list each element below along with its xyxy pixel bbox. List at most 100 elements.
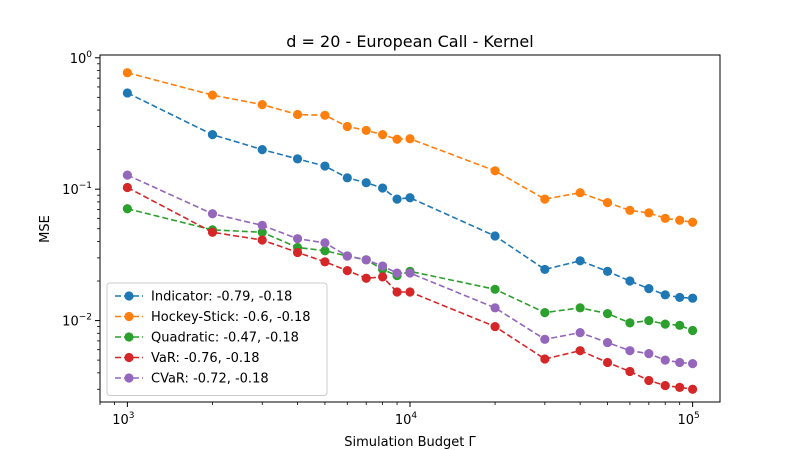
data-point [688, 384, 698, 394]
data-point [660, 380, 670, 391]
data-point [575, 303, 585, 313]
data-point [361, 178, 371, 188]
data-point [342, 173, 352, 183]
y-tick-label: 10−1 [62, 181, 92, 198]
data-point [292, 247, 303, 258]
data-point [292, 234, 303, 244]
data-point [490, 166, 500, 176]
legend-label: Indicator: -0.79, -0.18 [151, 290, 292, 305]
data-point [342, 266, 352, 276]
data-point [688, 217, 698, 227]
data-point [660, 213, 670, 223]
data-point [378, 272, 388, 282]
data-point [292, 154, 303, 164]
data-point [675, 320, 685, 330]
data-point [378, 261, 388, 271]
data-point [540, 334, 550, 344]
data-point [625, 276, 635, 286]
data-point [320, 161, 330, 171]
data-point [625, 205, 635, 215]
data-point [292, 109, 303, 120]
data-point [392, 268, 402, 278]
data-point [405, 134, 415, 144]
data-point [660, 355, 670, 365]
data-point [257, 235, 267, 245]
data-point [361, 125, 371, 136]
data-point [688, 359, 698, 369]
data-point [644, 284, 654, 294]
data-point [392, 287, 402, 297]
data-point [675, 357, 685, 368]
legend-label: VaR: -0.76, -0.18 [151, 351, 260, 366]
data-point [405, 268, 415, 278]
data-point [122, 182, 132, 193]
data-point [378, 183, 388, 193]
y-tick-label: 10−2 [62, 313, 92, 330]
data-point [490, 284, 500, 294]
legend-swatch-marker [124, 311, 134, 322]
data-point [602, 357, 613, 368]
data-point [625, 346, 635, 356]
data-point [540, 194, 550, 204]
data-point [675, 292, 685, 303]
data-point [405, 193, 415, 203]
data-point [660, 290, 670, 300]
data-point [540, 354, 550, 364]
data-point [122, 204, 132, 214]
legend-swatch-marker [124, 352, 134, 363]
data-point [644, 349, 654, 359]
data-point [320, 110, 330, 120]
legend-box [106, 282, 328, 396]
data-point [207, 130, 218, 140]
data-point [540, 264, 550, 275]
data-point [644, 315, 654, 326]
data-point [122, 170, 132, 180]
data-point [257, 220, 267, 230]
data-point [342, 251, 352, 261]
data-point [320, 257, 330, 267]
data-point [575, 327, 585, 338]
data-point [602, 337, 613, 348]
legend-label: CVaR: -0.72, -0.18 [151, 372, 269, 387]
legend-swatch-marker [124, 291, 134, 301]
data-point [405, 287, 415, 297]
x-axis-label: Simulation Budget Γ [344, 435, 476, 450]
data-point [207, 227, 218, 237]
data-point [490, 303, 500, 313]
data-point [257, 227, 267, 237]
data-point [207, 90, 218, 100]
data-point [688, 293, 698, 303]
plot-area [122, 68, 698, 394]
data-point [122, 68, 132, 78]
data-point [320, 246, 330, 256]
data-point [644, 375, 654, 386]
data-point [342, 121, 352, 132]
data-point [490, 321, 500, 332]
data-point [660, 319, 670, 329]
data-point [602, 266, 613, 276]
data-point [675, 382, 685, 392]
chart-title: d = 20 - European Call - Kernel [286, 32, 533, 51]
data-point [392, 134, 402, 144]
y-tick-label: 100 [70, 50, 93, 67]
data-point [575, 256, 585, 266]
data-point [490, 231, 500, 241]
data-point [378, 130, 388, 140]
data-point [361, 255, 371, 265]
data-point [361, 273, 371, 283]
data-point [688, 325, 698, 336]
data-point [257, 145, 267, 155]
data-point [575, 188, 585, 198]
data-point [540, 307, 550, 318]
data-point [644, 208, 654, 218]
data-point [575, 346, 585, 356]
legend-swatch-marker [124, 373, 134, 383]
data-point [392, 194, 402, 204]
data-point [122, 88, 132, 98]
data-point [675, 215, 685, 225]
data-point [625, 366, 635, 377]
data-point [625, 318, 635, 328]
legend: Indicator: -0.79, -0.18 Hockey-Stick: -0.… [106, 282, 328, 396]
data-point [320, 238, 330, 248]
